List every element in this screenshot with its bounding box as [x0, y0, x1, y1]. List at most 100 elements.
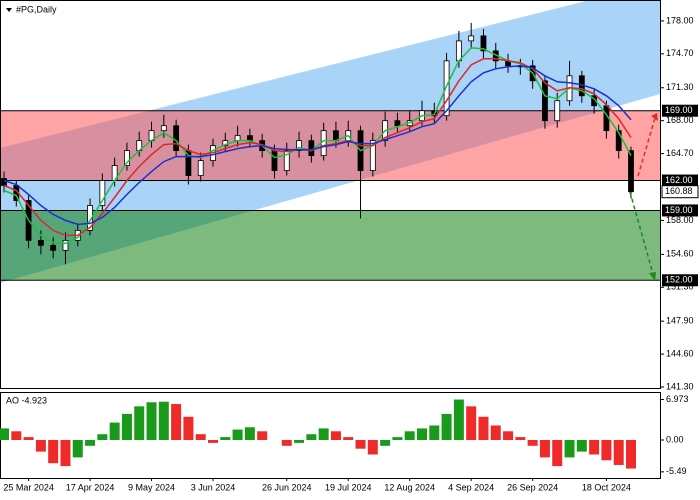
- ao-bar: [171, 404, 182, 440]
- level-label-bg: [662, 174, 698, 187]
- candle-body: [296, 140, 302, 152]
- level-label: 159.00: [665, 205, 693, 215]
- level-label: 162.00: [665, 175, 693, 185]
- ao-bar: [552, 439, 563, 467]
- ao-bar: [441, 413, 452, 440]
- ao-bar: [85, 439, 96, 446]
- candle-body: [554, 100, 561, 122]
- y-tick-label: 147.90: [666, 316, 694, 326]
- ao-bar: [503, 431, 514, 440]
- ao-bar: [318, 428, 329, 440]
- up-arrow-head: [651, 113, 658, 121]
- x-tick-label: 3 Jun 2024: [191, 482, 236, 492]
- ao-bar: [195, 434, 206, 440]
- candle-body: [542, 80, 548, 122]
- candle-body: [160, 125, 167, 132]
- candle-body: [628, 150, 634, 193]
- level-label-bg: [662, 274, 698, 287]
- candle-body: [369, 140, 376, 171]
- ao-bar: [330, 431, 341, 440]
- ao-tick-label: 6.973: [666, 394, 689, 404]
- ao-bar: [121, 413, 132, 440]
- x-tick-label: 9 May 2024: [128, 482, 175, 492]
- ao-bar: [601, 439, 612, 461]
- level-label-bg: [662, 204, 698, 217]
- y-tick-label: 154.60: [666, 249, 694, 259]
- x-tick-label: 26 Jun 2024: [262, 482, 312, 492]
- ao-bar: [490, 425, 501, 440]
- candle-body: [1, 178, 7, 186]
- ao-bar: [626, 439, 636, 469]
- y-tick-label: 171.30: [666, 82, 694, 92]
- level-label: 152.00: [665, 275, 693, 285]
- ao-bar: [183, 416, 194, 440]
- x-tick-label: 4 Sep 2024: [448, 482, 494, 492]
- candle-body: [615, 130, 622, 152]
- candle-body: [308, 140, 315, 156]
- y-tick-label: 178.00: [666, 15, 694, 25]
- ao-bar: [417, 428, 427, 440]
- moving-average: [3, 47, 632, 245]
- ao-bar: [244, 427, 255, 440]
- ao-bar: [355, 439, 366, 449]
- ao-bar: [11, 431, 22, 440]
- x-tick-label: 19 Jul 2024: [325, 482, 372, 492]
- candle-body: [50, 244, 57, 251]
- ao-bar: [429, 425, 440, 440]
- y-tick-label: 164.70: [666, 148, 694, 158]
- candle-body: [37, 239, 44, 246]
- ao-bar: [564, 439, 575, 458]
- ao-bar: [281, 439, 292, 446]
- x-tick-label: 12 Aug 2024: [384, 482, 435, 492]
- zone: [0, 210, 660, 281]
- ao-bar: [539, 439, 550, 458]
- ao-bar: [208, 439, 218, 443]
- main-frame: [0, 0, 661, 389]
- candle-body: [62, 239, 69, 251]
- ao-bar: [306, 434, 317, 440]
- candle-body: [197, 160, 204, 176]
- candle-body: [99, 180, 106, 206]
- y-tick-label: 141.30: [666, 381, 694, 391]
- ao-bar: [97, 434, 108, 440]
- ao-bar: [576, 439, 587, 452]
- price-label: 160.88: [665, 186, 693, 196]
- x-tick-label: 17 Apr 2024: [66, 482, 115, 492]
- level-label-bg: [662, 104, 698, 117]
- ao-bar: [220, 437, 231, 440]
- candle-body: [443, 60, 450, 117]
- candle-body: [124, 150, 130, 166]
- ao-bar: [392, 437, 403, 440]
- y-tick-label: 174.70: [666, 48, 694, 58]
- ao-bar: [404, 431, 415, 440]
- y-tick-label: 151.30: [666, 282, 694, 292]
- ao-bar: [466, 406, 477, 440]
- ao-bar: [146, 402, 157, 440]
- ao-bar: [478, 416, 489, 440]
- candle-body: [455, 40, 462, 62]
- ao-bar: [60, 439, 71, 467]
- level-label: 169.00: [665, 105, 693, 115]
- x-tick-label: 25 Mar 2024: [3, 482, 54, 492]
- ao-bar: [134, 406, 145, 440]
- ao-bar: [23, 437, 34, 440]
- price-label-bg: [661, 185, 699, 199]
- ao-tick-label: 0.00: [666, 434, 684, 444]
- candle-body: [283, 150, 290, 171]
- y-tick-label: 168.00: [666, 115, 694, 125]
- ao-bar: [72, 439, 83, 458]
- x-tick-label: 26 Sep 2024: [507, 482, 558, 492]
- ao-bar: [367, 439, 378, 455]
- ao-bar: [35, 439, 46, 452]
- ao-bar: [294, 439, 305, 443]
- chart-title: #PG,Daily: [16, 4, 57, 14]
- ao-bar: [343, 437, 354, 440]
- ao-bar: [515, 437, 526, 440]
- ao-bar: [589, 439, 600, 455]
- ao-bar: [257, 431, 268, 440]
- candle-body: [173, 125, 180, 152]
- candle-body: [591, 95, 598, 107]
- y-tick-label: 144.60: [666, 348, 694, 358]
